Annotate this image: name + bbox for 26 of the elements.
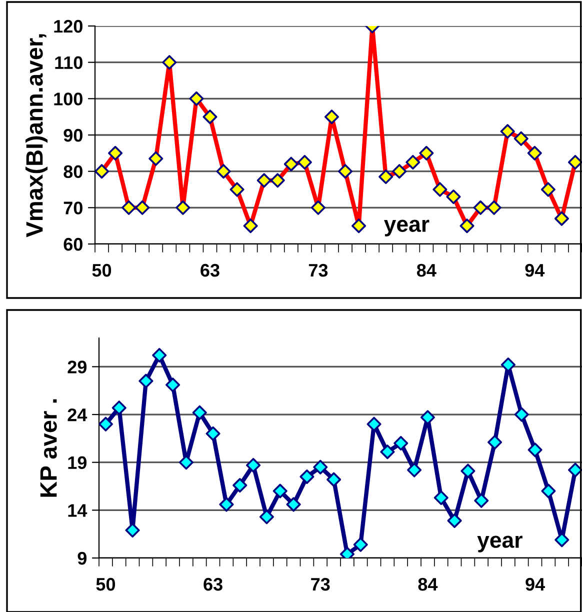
y-tick-label: 29 xyxy=(68,360,87,374)
x-tick-label: 73 xyxy=(308,264,328,277)
x-tick-label: 84 xyxy=(416,264,436,277)
x-tick-label: 63 xyxy=(200,264,220,277)
x-tick-label: 73 xyxy=(311,578,330,591)
y-tick-label: 9 xyxy=(78,552,87,565)
x-axis-title: year xyxy=(477,536,522,552)
y-tick-label: 100 xyxy=(54,92,82,106)
x-tick-label: 50 xyxy=(92,264,112,277)
x-axis-title: year xyxy=(384,220,430,236)
x-tick-label: 50 xyxy=(96,578,116,591)
x-tick-label: 84 xyxy=(418,578,438,591)
x-tick-label: 94 xyxy=(526,578,545,591)
y-tick-label: 24 xyxy=(68,408,88,422)
y-axis-title: Vmax(BI)ann.aver, xyxy=(26,34,48,238)
y-tick-label: 110 xyxy=(55,56,82,70)
y-tick-label: 19 xyxy=(68,456,87,470)
y-tick-label: 80 xyxy=(64,165,82,178)
y-tick-label: 120 xyxy=(54,20,82,33)
y-tick-label: 70 xyxy=(64,202,82,214)
y-tick-label: 90 xyxy=(64,128,82,142)
x-tick-label: 94 xyxy=(525,264,545,277)
y-tick-label: 14 xyxy=(68,504,88,517)
x-tick-label: 63 xyxy=(204,578,222,591)
y-axis-title: KP aver . xyxy=(40,399,57,497)
y-tick-label: 60 xyxy=(64,238,82,251)
